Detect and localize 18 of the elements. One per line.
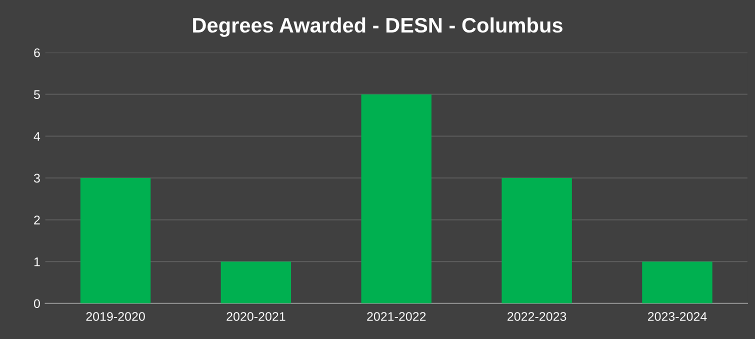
- y-tick-label: 6: [34, 48, 40, 58]
- bar: [502, 178, 572, 304]
- chart-title: Degrees Awarded - DESN - Columbus: [193, 17, 562, 37]
- y-tick-label: 4: [34, 132, 40, 141]
- y-tick-label: 1: [34, 258, 40, 266]
- y-tick-label: 0: [34, 299, 40, 308]
- x-tick-label: 2023-2024: [648, 312, 707, 321]
- x-tick-label: 2021-2022: [367, 312, 426, 321]
- x-tick-label: 2020-2021: [226, 312, 286, 321]
- y-tick-label: 2: [34, 216, 40, 224]
- bar: [80, 178, 151, 304]
- y-tick-label: 3: [34, 174, 40, 183]
- x-tick-label: 2022-2023: [508, 312, 566, 321]
- bar: [642, 262, 712, 304]
- y-tick-label: 5: [34, 90, 40, 100]
- bar: [220, 262, 292, 304]
- x-tick-label: 2019-2020: [86, 312, 145, 321]
- bar: [361, 94, 432, 304]
